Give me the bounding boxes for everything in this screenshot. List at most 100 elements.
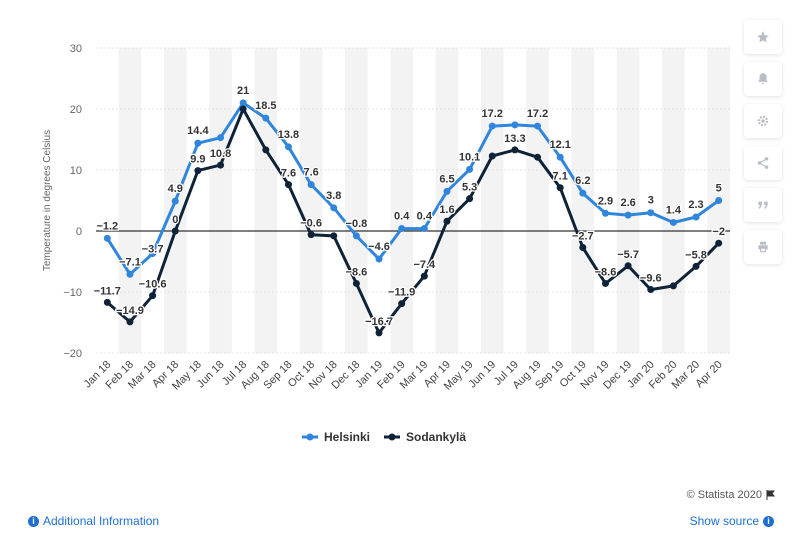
data-point [126,270,134,278]
data-label: 0.4 [417,211,433,223]
data-point [579,243,587,251]
data-label: 7.1 [553,171,568,183]
legend-swatch-marker [388,433,396,441]
data-point [466,195,474,203]
data-point [488,122,496,130]
data-point [352,279,360,287]
data-point [171,227,179,235]
data-label: 2.6 [620,197,635,209]
data-label: 14.4 [187,125,209,137]
data-label: 17.2 [482,108,503,120]
data-label: 13.8 [278,129,299,141]
data-label: 7.6 [303,167,318,179]
data-point [534,122,542,130]
show-source-link[interactable]: Show source i [690,514,774,528]
data-label: −2.7 [572,230,594,242]
data-label: −10.6 [139,279,167,291]
column-band [209,48,232,353]
print-button[interactable] [744,230,782,264]
data-label: 7.6 [281,168,296,180]
additional-information-label: Additional Information [43,514,160,528]
data-point [534,153,542,161]
data-point [307,181,315,189]
data-point [443,217,451,225]
data-label: −8.6 [346,266,368,278]
data-point [103,298,111,306]
data-point [149,292,157,300]
column-band [118,48,142,353]
data-point [511,121,519,129]
credit-text: © Statista 2020 [686,489,762,501]
cite-button[interactable] [744,188,782,222]
data-label: −0.6 [300,218,322,230]
data-point [466,165,474,173]
data-point [692,262,700,270]
column-band [526,48,549,353]
data-point [556,153,564,161]
additional-information-link[interactable]: i Additional Information [28,514,159,528]
data-label: −11.7 [94,285,121,297]
data-point [284,143,292,151]
data-point [307,231,315,239]
data-point [126,318,134,326]
gear-icon [757,115,769,127]
data-point [239,105,247,113]
data-point [556,184,564,192]
data-label: 3 [648,195,654,207]
data-point [194,139,202,147]
data-label: 1.6 [439,204,454,216]
series-points [103,99,723,337]
y-tick-label: 0 [76,226,82,238]
quote-icon [758,201,768,209]
data-label: 9.9 [190,154,205,166]
share-button[interactable] [744,146,782,180]
data-point [601,279,609,287]
data-point [601,209,609,217]
data-point [149,250,157,258]
data-point [511,146,519,154]
data-point [375,329,383,337]
data-label: −14.9 [116,305,144,317]
data-point [443,187,451,195]
data-point [217,134,225,142]
legend: Helsinki Sodankylä [302,430,466,444]
column-band [390,48,413,353]
y-tick-label: 30 [70,43,82,55]
share-icon [757,157,769,169]
data-label: −5.8 [685,249,707,261]
data-label: 2.9 [598,195,613,207]
data-point [669,282,677,290]
data-point [262,114,270,122]
data-label: −9.6 [640,273,662,285]
notification-button[interactable] [744,62,782,96]
bell-icon [758,73,768,85]
data-point [647,286,655,294]
data-label: 13.3 [504,133,525,145]
data-point [330,232,338,240]
column-band [480,48,504,353]
data-label: 5.3 [462,182,477,194]
favorite-button[interactable] [744,20,782,54]
data-label: −3.7 [142,244,164,256]
series-line-sodankyla [106,107,720,335]
data-labels: −1.2 −7.1 4.9 14.4 21 18.5 13.8 7.6 3.8 −0.8−4.6 0… [92,84,726,329]
data-label: 10.1 [459,151,480,163]
data-point [647,209,655,217]
data-label: −1.2 [96,220,118,232]
settings-button[interactable] [744,104,782,138]
data-point [217,161,225,169]
info-icon: i [763,515,774,527]
data-label: 3.8 [326,190,341,202]
column-band [662,48,685,353]
flag-icon [766,490,776,500]
statista-credit: © Statista 2020 [687,489,776,501]
column-band [254,48,278,353]
series-line-helsinki [106,101,720,276]
data-point [171,197,179,205]
data-label: −7.4 [413,259,436,271]
data-point [420,225,428,233]
data-label: 0.4 [394,211,410,223]
data-label: −2 [712,226,725,238]
data-point [239,99,247,107]
